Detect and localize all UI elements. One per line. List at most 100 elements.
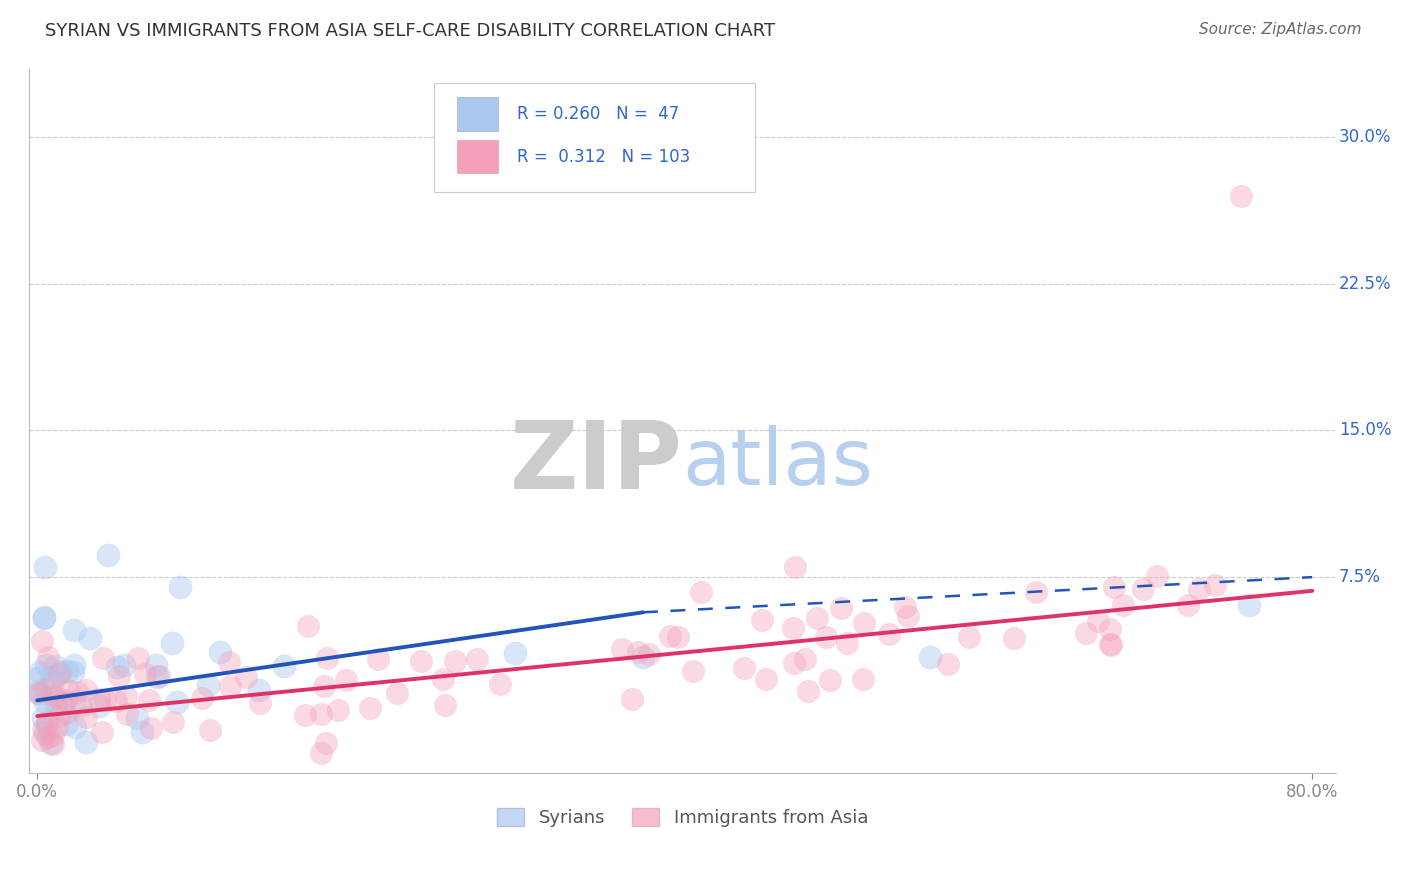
Point [1132, 582, 1154, 596]
Point [432, 673, 454, 687]
Point [959, 631, 981, 645]
Point [127, 650, 149, 665]
Point [1074, 626, 1097, 640]
Point [34, 559, 56, 574]
Text: ZIP: ZIP [510, 417, 683, 508]
Point [145, 658, 167, 673]
Point [62, 665, 84, 680]
Point [782, 621, 804, 635]
Point [138, 693, 160, 707]
Point [27, 671, 49, 685]
Point [35, 718, 58, 732]
Point [56, 665, 79, 679]
Point [1177, 598, 1199, 612]
Point [115, 689, 138, 703]
Point [37, 715, 59, 730]
Point [312, 679, 335, 693]
Text: R = 0.260   N =  47: R = 0.260 N = 47 [517, 105, 679, 123]
Point [27, 686, 49, 700]
Point [249, 696, 271, 710]
Point [45, 698, 67, 713]
Point [638, 647, 661, 661]
Point [733, 661, 755, 675]
Point [166, 695, 188, 709]
Point [627, 645, 650, 659]
Point [131, 724, 153, 739]
Point [91, 725, 114, 739]
Point [42, 690, 65, 705]
Point [32, 711, 55, 725]
Point [1229, 188, 1251, 202]
Point [315, 651, 337, 665]
Point [48, 709, 70, 723]
Point [806, 611, 828, 625]
Point [297, 619, 319, 633]
Point [63, 720, 86, 734]
Point [66, 684, 89, 698]
Point [42, 737, 65, 751]
Point [1188, 582, 1211, 596]
Text: atlas: atlas [683, 425, 873, 501]
Point [91, 650, 114, 665]
Text: R =  0.312   N = 103: R = 0.312 N = 103 [517, 147, 690, 166]
Point [631, 649, 654, 664]
Point [37, 649, 59, 664]
Point [1025, 585, 1047, 599]
Point [751, 613, 773, 627]
Point [169, 581, 191, 595]
Text: SYRIAN VS IMMIGRANTS FROM ASIA SELF-CARE DISABILITY CORRELATION CHART: SYRIAN VS IMMIGRANTS FROM ASIA SELF-CARE… [45, 22, 775, 40]
Point [44, 659, 66, 673]
Point [39, 736, 62, 750]
Point [315, 736, 337, 750]
Point [31, 733, 53, 747]
Point [79, 631, 101, 645]
Point [63, 623, 86, 637]
Point [70, 698, 93, 713]
Point [34, 681, 56, 696]
Text: 30.0%: 30.0% [1339, 128, 1392, 146]
Point [328, 703, 350, 717]
Point [1146, 569, 1168, 583]
Point [853, 615, 876, 630]
Point [894, 600, 917, 615]
Point [208, 645, 231, 659]
Point [897, 609, 920, 624]
Point [659, 630, 682, 644]
Point [34, 695, 56, 709]
Point [112, 658, 135, 673]
Point [62, 657, 84, 672]
Point [219, 679, 242, 693]
Point [1204, 578, 1226, 592]
Point [87, 699, 110, 714]
Point [87, 692, 110, 706]
Point [200, 723, 222, 738]
Point [247, 683, 270, 698]
Point [104, 694, 127, 708]
Point [146, 670, 169, 684]
Point [41, 728, 63, 742]
Point [32, 722, 55, 736]
Point [820, 673, 842, 687]
Point [41, 674, 63, 689]
Point [56, 683, 79, 698]
Point [46, 720, 69, 734]
Point [488, 676, 510, 690]
Point [117, 706, 139, 721]
Point [309, 746, 332, 760]
FancyBboxPatch shape [457, 97, 499, 131]
Point [797, 684, 820, 698]
Point [34, 725, 56, 739]
Point [97, 548, 120, 562]
Point [837, 636, 859, 650]
Point [311, 706, 333, 721]
Point [1102, 580, 1125, 594]
Point [28, 684, 51, 698]
Point [1098, 637, 1121, 651]
Point [359, 700, 381, 714]
Point [108, 669, 131, 683]
Point [105, 659, 128, 673]
Point [31, 634, 53, 648]
Point [28, 665, 51, 679]
Point [134, 667, 156, 681]
Point [94, 693, 117, 707]
